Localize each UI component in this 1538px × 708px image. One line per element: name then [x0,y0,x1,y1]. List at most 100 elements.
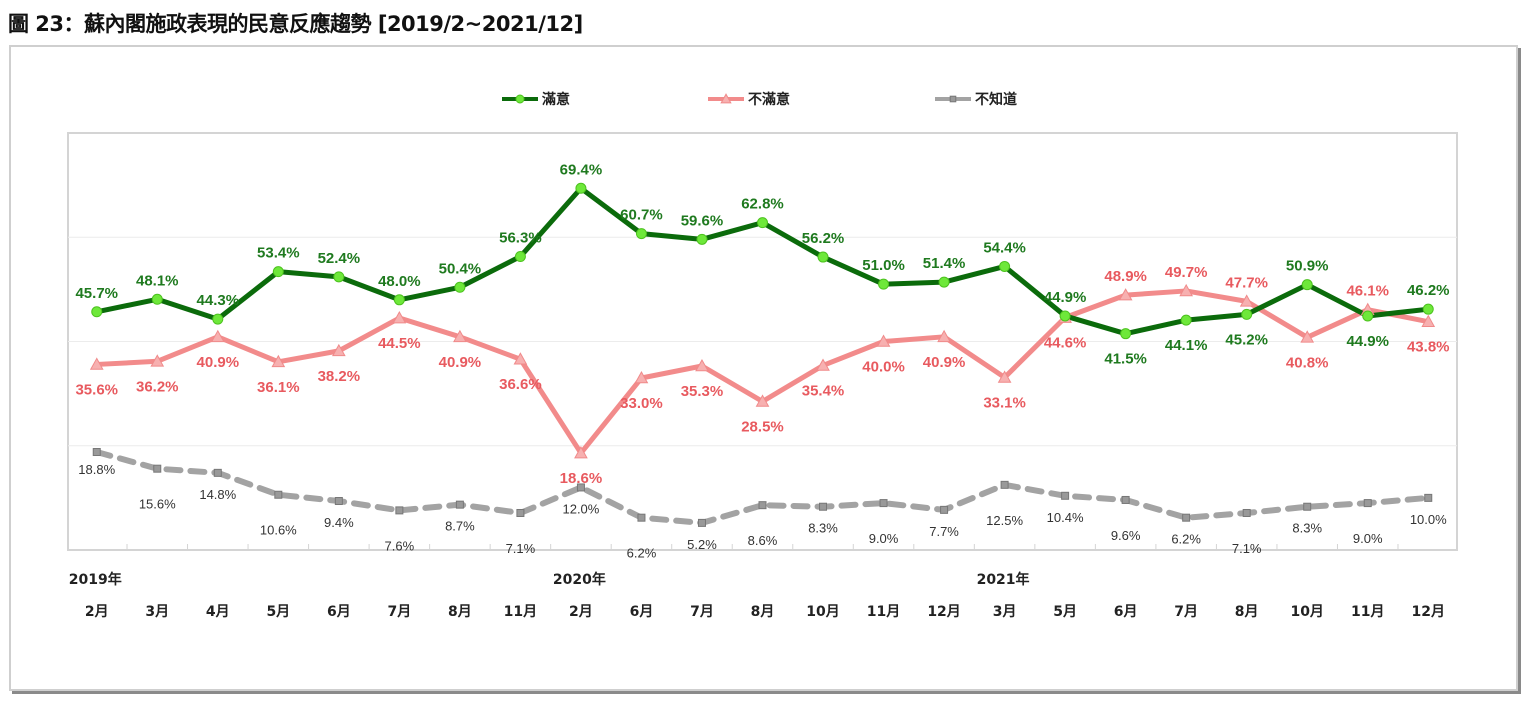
marker-circle [514,251,526,263]
marker-triangle [1421,314,1436,327]
data-label: 45.2% [1225,331,1268,348]
x-tick-label: 8月 [1235,604,1259,620]
data-label: 6.2% [627,546,657,561]
marker-circle [1422,303,1434,315]
marker-circle [938,276,950,288]
marker-square [274,490,283,499]
x-axis-ticks [126,544,1399,550]
data-label: 7.1% [506,541,536,556]
legend-label: 不滿意 [748,91,790,108]
data-label: 35.4% [802,382,845,399]
data-label: 46.1% [1346,283,1389,300]
marker-square [516,508,525,517]
marker-square [637,513,646,522]
x-tick-label: 7月 [690,604,714,620]
marker-square [334,497,343,506]
marker-circle [393,294,405,306]
data-label: 54.4% [983,239,1026,256]
data-label: 5.2% [687,537,717,552]
data-label: 52.4% [318,250,361,267]
x-tick-label: 12月 [1412,604,1445,620]
marker-circle [1362,310,1374,322]
data-label: 33.0% [620,395,663,412]
marker-square [819,502,828,511]
data-label: 40.9% [197,354,240,371]
data-label: 44.6% [1044,335,1087,352]
data-label: 36.6% [499,376,542,393]
data-label: 50.9% [1286,258,1329,275]
year-label: 2020年 [553,571,606,588]
marker-triangle [89,357,104,370]
marker-square [153,464,162,473]
data-label: 47.7% [1225,274,1268,291]
marker-square [1424,493,1433,502]
marker-square [1121,495,1130,504]
marker-circle [575,182,587,194]
data-label: 8.3% [1292,521,1322,536]
data-label: 7.6% [385,538,415,553]
data-label: 40.9% [439,354,482,371]
marker-circle [151,293,163,305]
data-label: 10.4% [1047,510,1084,525]
legend-item-unknown: 不知道 [935,91,1017,108]
data-label: 8.6% [748,533,778,548]
data-label: 18.6% [560,470,603,487]
x-tick-label: 11月 [867,604,900,620]
x-tick-label: 2月 [569,604,593,620]
legend-item-satisfied: 滿意 [502,91,570,108]
marker-circle [1120,328,1132,340]
marker-triangle [816,358,830,371]
data-label: 59.6% [681,212,724,229]
data-labels: 18.8% 15.6% 14.8% 10.6% 9.4% 7.6% 8.7% 7.1% 12.0… [75,161,1449,560]
x-tick-label: 8月 [751,604,775,620]
marker-circle [333,271,345,283]
marker-square [949,95,957,103]
data-label: 44.5% [378,335,421,352]
marker-square [455,500,464,509]
data-label: 38.2% [318,368,361,385]
x-tick-label: 6月 [1114,604,1138,620]
data-label: 9.0% [1353,531,1383,546]
data-label: 48.1% [136,272,179,289]
data-label: 56.2% [802,230,845,247]
marker-square [576,483,585,492]
marker-circle [515,94,525,104]
x-tick-label: 3月 [993,604,1017,620]
data-label: 15.6% [139,497,176,512]
data-label: 40.0% [862,359,905,376]
data-label: 18.8% [78,462,115,477]
legend-item-dissatisfied: 不滿意 [708,91,790,108]
marker-circle [817,251,829,263]
marker-triangle [210,329,225,343]
marker-circle [454,281,466,293]
data-label: 53.4% [257,245,300,262]
data-label: 9.6% [1111,528,1141,543]
marker-circle [999,260,1011,272]
x-tick-label: 8月 [448,604,472,620]
data-label: 49.7% [1165,264,1208,281]
marker-triangle [937,329,951,343]
marker-square [213,468,222,477]
data-label: 10.6% [260,523,297,538]
data-label: 6.2% [1171,532,1201,547]
data-label: 9.4% [324,515,354,530]
marker-circle [878,278,890,290]
x-tick-label: 6月 [327,604,351,620]
marker-circle [1241,308,1253,320]
marker-triangle [331,343,346,357]
marker-circle [696,233,708,245]
marker-square [92,448,101,457]
marker-circle [272,266,284,278]
marker-circle [635,228,647,240]
data-label: 8.3% [808,521,838,536]
data-label: 48.0% [378,273,421,290]
data-label: 7.1% [1232,541,1262,556]
marker-square [758,501,767,510]
x-tick-label: 2月 [85,604,109,620]
data-label: 40.8% [1286,354,1329,371]
data-label: 44.1% [1165,337,1208,354]
data-label: 51.4% [923,255,966,272]
data-label: 40.9% [923,354,966,371]
data-label: 44.9% [1346,333,1389,350]
x-axis-labels: 2月 3月 4月 5月 6月 7月 8月 11月 2月 6月 7月 8月 10月 11月 12月 3月 5月 6月… [69,571,1445,620]
